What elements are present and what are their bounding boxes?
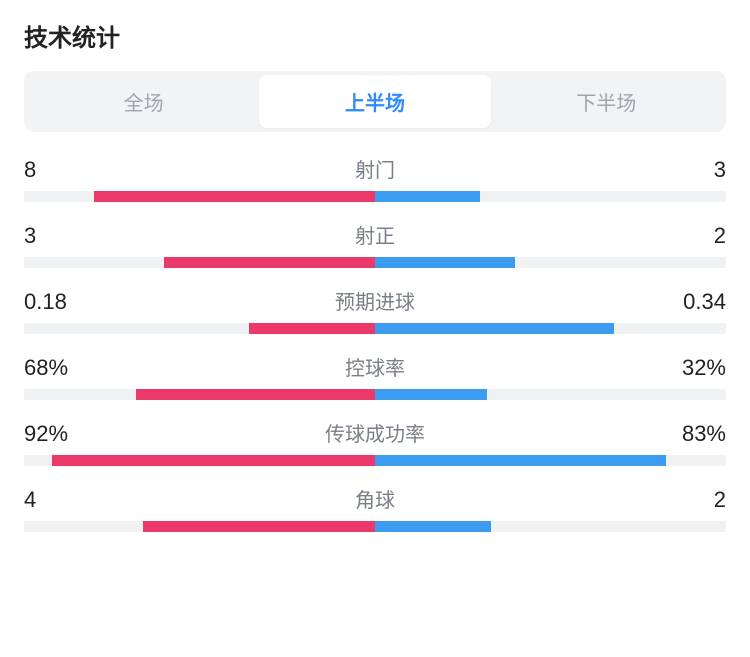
- stat-bar-right: [375, 257, 515, 268]
- stat-label: 射正: [84, 220, 666, 249]
- stat-row: 8射门3: [24, 154, 726, 202]
- stat-header: 4角球2: [24, 484, 726, 513]
- tab-2[interactable]: 下半场: [491, 75, 722, 128]
- stat-row: 68%控球率32%: [24, 352, 726, 400]
- stat-row: 92%传球成功率83%: [24, 418, 726, 466]
- stat-right-value: 2: [666, 487, 726, 513]
- stat-right-value: 83%: [666, 421, 726, 447]
- stat-left-value: 0.18: [24, 289, 84, 315]
- stat-bar: [24, 323, 726, 334]
- stat-bar-left: [94, 191, 375, 202]
- stat-bar-left: [164, 257, 375, 268]
- stat-header: 92%传球成功率83%: [24, 418, 726, 447]
- stat-bar-right: [375, 323, 614, 334]
- stat-bar-right: [375, 191, 480, 202]
- stat-right-value: 2: [666, 223, 726, 249]
- tab-0[interactable]: 全场: [28, 75, 259, 128]
- stat-right-value: 0.34: [666, 289, 726, 315]
- stat-label: 角球: [84, 484, 666, 513]
- stat-left-value: 4: [24, 487, 84, 513]
- stat-bar-left: [143, 521, 375, 532]
- stat-bar-left: [249, 323, 375, 334]
- stat-left-value: 3: [24, 223, 84, 249]
- stat-left-value: 8: [24, 157, 84, 183]
- stat-row: 0.18预期进球0.34: [24, 286, 726, 334]
- period-tabs: 全场上半场下半场: [24, 71, 726, 132]
- stat-bar: [24, 521, 726, 532]
- stat-bar-left: [52, 455, 375, 466]
- stats-panel: 技术统计 全场上半场下半场 8射门33射正20.18预期进球0.3468%控球率…: [0, 0, 750, 560]
- stat-bar-right: [375, 389, 487, 400]
- stat-row: 3射正2: [24, 220, 726, 268]
- stat-bar-right: [375, 521, 491, 532]
- stat-bar: [24, 455, 726, 466]
- stat-bar: [24, 257, 726, 268]
- tab-1[interactable]: 上半场: [259, 75, 490, 128]
- stat-left-value: 92%: [24, 421, 84, 447]
- stat-label: 控球率: [84, 352, 666, 381]
- stat-bar-left: [136, 389, 375, 400]
- stat-right-value: 3: [666, 157, 726, 183]
- stat-label: 射门: [84, 154, 666, 183]
- stat-row: 4角球2: [24, 484, 726, 532]
- stat-header: 0.18预期进球0.34: [24, 286, 726, 315]
- stat-label: 传球成功率: [84, 418, 666, 447]
- stat-left-value: 68%: [24, 355, 84, 381]
- stat-header: 8射门3: [24, 154, 726, 183]
- stat-bar: [24, 191, 726, 202]
- stats-list: 8射门33射正20.18预期进球0.3468%控球率32%92%传球成功率83%…: [24, 154, 726, 532]
- stat-right-value: 32%: [666, 355, 726, 381]
- stat-bar-right: [375, 455, 666, 466]
- stat-header: 3射正2: [24, 220, 726, 249]
- stat-header: 68%控球率32%: [24, 352, 726, 381]
- panel-title: 技术统计: [24, 18, 726, 53]
- stat-label: 预期进球: [84, 286, 666, 315]
- stat-bar: [24, 389, 726, 400]
